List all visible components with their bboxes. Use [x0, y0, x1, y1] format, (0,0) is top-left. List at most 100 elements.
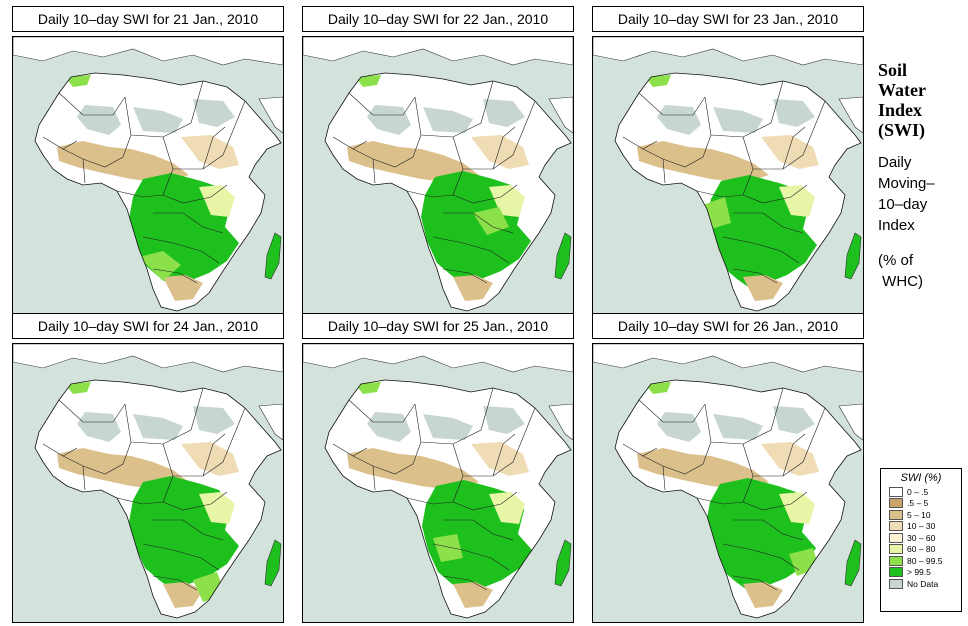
country-border [662, 158, 666, 184]
country-border [162, 475, 228, 511]
africa-coastline [34, 72, 282, 312]
swi-region-wet [139, 251, 181, 281]
africa-swi-map [302, 36, 574, 316]
country-border [696, 497, 744, 505]
africa-swi-map [12, 36, 284, 316]
country-border [58, 92, 126, 116]
legend-item: 30 – 60 [889, 532, 961, 544]
swi-region-desert_nodata [133, 414, 183, 440]
swi-region-dry [453, 275, 493, 301]
country-border [432, 236, 510, 264]
map-canvas [593, 37, 863, 315]
title-line: Soil [878, 60, 908, 80]
country-border [742, 475, 808, 511]
country-border [348, 92, 416, 116]
title-line: (SWI) [878, 120, 926, 140]
country-border [372, 158, 376, 184]
map-canvas [303, 37, 573, 315]
swi-region-dry [163, 275, 203, 301]
country-border [58, 399, 126, 423]
country-border [642, 134, 712, 168]
africa-swi-map [592, 343, 864, 623]
country-border [142, 543, 220, 571]
map-panel-title: Daily 10–day SWI for 23 Jan., 2010 [592, 6, 864, 32]
swi-region-dry [743, 275, 783, 301]
index-unit: (% of WHC) [878, 250, 968, 292]
europe-landmass [303, 344, 573, 373]
country-border [642, 441, 712, 475]
map-canvas [303, 344, 573, 622]
country-border [152, 268, 198, 284]
africa-swi-map [12, 343, 284, 623]
country-border [352, 134, 422, 168]
swi-region-dry [743, 582, 783, 608]
legend-title: SWI (%) [900, 472, 942, 484]
swi-region-dry [347, 448, 479, 490]
swi-region-dry [637, 448, 769, 490]
legend-swatch [889, 486, 903, 497]
arabia-landmass [548, 96, 573, 134]
swi-region-desert_nodata [193, 99, 235, 127]
country-border [348, 399, 416, 423]
legend-label: .5 – 5 [907, 498, 929, 509]
unit-line: WHC) [878, 273, 923, 290]
legend-item: No Data [889, 578, 961, 590]
map-panel: Daily 10–day SWI for 26 Jan., 2010 [592, 313, 864, 623]
madagascar [844, 539, 862, 587]
map-panel: Daily 10–day SWI for 23 Jan., 2010 [592, 6, 864, 316]
swi-region-dry_light [761, 442, 819, 476]
title-line: Index [878, 100, 923, 120]
index-title: Soil Water Index (SWI) [878, 60, 968, 140]
legend-swatch [889, 509, 903, 520]
swi-region-desert_nodata [367, 412, 411, 442]
country-border [732, 575, 778, 591]
swi-region-moist [199, 185, 235, 217]
swi-region-dry [57, 141, 189, 183]
country-border [153, 519, 224, 541]
country-border [452, 475, 518, 511]
swi-region-desert_nodata [193, 406, 235, 434]
swi-region-wet [65, 75, 91, 87]
legend-label: 5 – 10 [907, 509, 931, 520]
swi-region-moist [199, 492, 235, 524]
title-line: Water [878, 80, 926, 100]
country-border [332, 136, 368, 150]
country-border [442, 268, 488, 284]
swi-region-desert_nodata [367, 105, 411, 135]
swi-region-desert_nodata [713, 414, 763, 440]
swi-region-wet [355, 382, 381, 394]
subtitle-line: 10–day [878, 196, 928, 213]
africa-swi-map [302, 343, 574, 623]
arabia-landmass [258, 403, 283, 441]
legend-label: 0 – .5 [907, 486, 929, 497]
swi-region-dry [163, 582, 203, 608]
map-panel: Daily 10–day SWI for 24 Jan., 2010 [12, 313, 284, 623]
africa-coastline [614, 72, 862, 312]
swi-region-desert_nodata [773, 99, 815, 127]
legend-item: 80 – 99.5 [889, 555, 961, 567]
country-border [732, 268, 778, 284]
country-border [62, 134, 132, 168]
legend-label: 80 – 99.5 [907, 555, 943, 566]
country-border [443, 519, 514, 541]
country-border [622, 136, 658, 150]
swi-region-desert_nodata [657, 105, 701, 135]
legend-swatch [889, 532, 903, 543]
madagascar [264, 232, 282, 280]
country-border [116, 497, 164, 505]
country-border [42, 136, 78, 150]
country-border [442, 575, 488, 591]
country-border [372, 465, 376, 491]
madagascar [844, 232, 862, 280]
legend-swatch [889, 567, 903, 578]
europe-landmass [593, 37, 863, 66]
swi-region-desert_nodata [133, 107, 183, 133]
country-border [492, 433, 516, 477]
map-panel-title: Daily 10–day SWI for 22 Jan., 2010 [302, 6, 574, 32]
country-border [432, 543, 510, 571]
swi-region-desert_nodata [657, 412, 701, 442]
map-panel-title: Daily 10–day SWI for 24 Jan., 2010 [12, 313, 284, 339]
country-border [162, 168, 228, 204]
swi-region-wet [355, 75, 381, 87]
